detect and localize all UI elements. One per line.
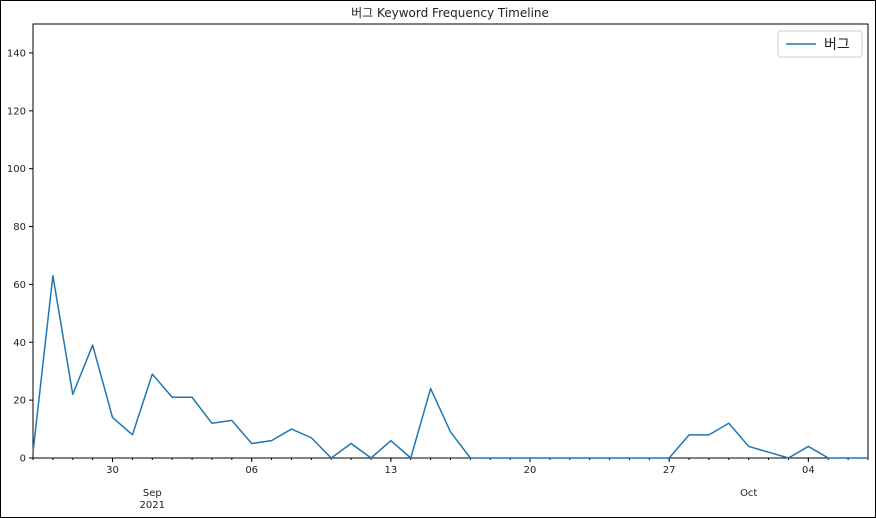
y-tick-label: 60 — [13, 280, 26, 291]
y-tick-label: 80 — [13, 222, 26, 233]
x-tick-label: 30 — [106, 465, 119, 476]
x-tick-label: 06 — [245, 465, 258, 476]
y-tick-label: 140 — [7, 48, 26, 59]
legend-box — [777, 30, 863, 58]
x-tick-label: 27 — [663, 465, 676, 476]
x-tick-label: 04 — [802, 465, 815, 476]
x-tick-label: 13 — [384, 465, 397, 476]
axes-box — [32, 23, 869, 459]
y-tick-label: 20 — [13, 396, 26, 407]
y-tick-label: 40 — [13, 338, 26, 349]
x-month-label: Sep — [143, 488, 162, 499]
chart-title: 버그 Keyword Frequency Timeline — [351, 6, 549, 20]
x-year-label: 2021 — [140, 500, 165, 511]
y-tick-label: 120 — [7, 106, 26, 117]
x-tick-label: 20 — [524, 465, 537, 476]
y-tick-label: 0 — [20, 454, 26, 465]
legend: 버그 — [777, 30, 863, 58]
y-tick-label: 100 — [7, 164, 26, 175]
legend-label: 버그 — [824, 37, 850, 53]
series-line — [32, 274, 868, 459]
x-month-label: Oct — [740, 488, 757, 499]
